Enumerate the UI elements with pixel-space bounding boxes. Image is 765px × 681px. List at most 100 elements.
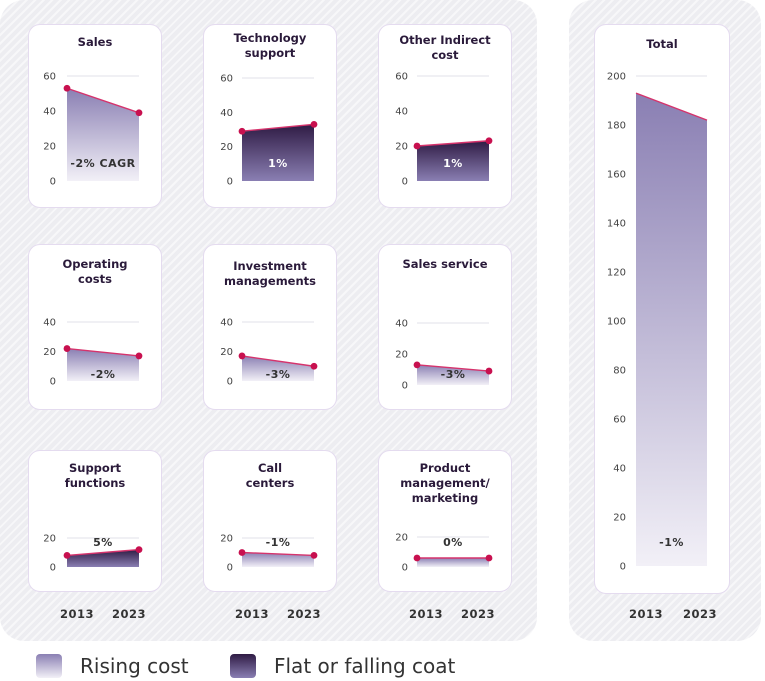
area-fill [67, 549, 139, 567]
chart-plot: 0 20 40 60 1% [395, 72, 493, 188]
point-2013 [238, 549, 246, 556]
y-tick-label: 160 [607, 170, 626, 181]
y-tick-label: 0 [227, 377, 233, 388]
chart-card-7: Call centers 0 20 -1% [203, 450, 337, 592]
chart-card-6: Support functions 0 20 5% [28, 450, 162, 592]
y-tick-label: 20 [43, 347, 56, 358]
legend-label-rising: Rising cost [80, 654, 189, 678]
year-label-2013-total: 2013 [629, 607, 664, 621]
y-tick-label: 40 [43, 318, 56, 329]
point-2023 [485, 554, 493, 562]
point-2013 [413, 142, 421, 150]
legend-rising: Rising cost [36, 652, 189, 680]
chart-card-4: Investment managements 0 20 40 -3% [203, 244, 337, 410]
point-2023 [485, 367, 493, 375]
year-label-2023-col2: 2023 [287, 607, 322, 621]
series-line [241, 355, 315, 367]
point-2013 [63, 84, 71, 92]
chart-card-9: Total 0 20 40 60 80 100 120 140 160 180 200 -1% [594, 24, 730, 594]
chart-plot: 0 20 40 -3% [395, 319, 493, 392]
y-tick-label: 20 [43, 534, 56, 545]
area-fill [67, 88, 139, 181]
point-2013 [413, 554, 421, 562]
cagr-label: -3% [441, 368, 466, 381]
cagr-label: -1% [659, 536, 684, 549]
y-tick-label: 0 [227, 563, 233, 574]
series-line [635, 92, 708, 121]
y-tick-label: 0 [50, 177, 56, 188]
area-fill [242, 124, 314, 181]
chart-card-3: Operating costs 0 20 40 -2% [28, 244, 162, 410]
legend-flat: Flat or falling coat [230, 652, 455, 680]
cagr-label: 1% [268, 157, 288, 170]
y-tick-label: 40 [395, 107, 408, 118]
y-tick-label: 20 [395, 533, 408, 544]
y-tick-label: 40 [220, 108, 233, 119]
chart-card-0: Sales 0 20 40 60 -2% CAGR [28, 24, 162, 208]
y-tick-label: 60 [220, 74, 233, 85]
chart-title: Other Indirect cost [399, 33, 491, 62]
chart-plot: 0 20 40 -2% [43, 318, 143, 388]
chart-plot: 0 20 0% [395, 533, 493, 574]
series-line [241, 551, 315, 557]
chart-title: Support functions [64, 461, 126, 490]
y-tick-label: 20 [613, 513, 626, 524]
y-tick-label: 0 [402, 563, 408, 574]
y-tick-label: 80 [613, 366, 626, 377]
point-2023 [135, 352, 143, 360]
y-tick-label: 100 [607, 317, 626, 328]
point-2013 [238, 127, 246, 135]
y-tick-label: 40 [220, 318, 233, 329]
chart-plot: 0 20 5% [43, 534, 143, 574]
y-tick-label: 180 [607, 121, 626, 132]
cagr-label: -1% [266, 536, 291, 549]
area-fill [242, 552, 314, 567]
area-fill [242, 355, 314, 381]
y-tick-label: 0 [50, 563, 56, 574]
point-2023 [310, 362, 318, 370]
chart-title: Sales [77, 35, 113, 49]
chart-card-1: Technology support 0 20 40 60 1% [203, 24, 337, 208]
cagr-label: 5% [93, 536, 113, 549]
year-label-2023-col1: 2023 [112, 607, 147, 621]
point-2023 [310, 120, 318, 128]
cagr-label: -3% [266, 368, 291, 381]
chart-plot: 0 20 -1% [220, 534, 318, 574]
chart-card-8: Product management/ marketing 0 20 0% [378, 450, 512, 592]
series-line [66, 347, 140, 357]
point-2023 [135, 546, 143, 553]
y-tick-label: 40 [613, 464, 626, 475]
chart-plot: 0 20 40 60 80 100 120 140 160 180 200 -1% [607, 72, 708, 573]
chart-plot: 0 20 40 60 -2% CAGR [43, 72, 143, 188]
y-tick-label: 0 [402, 381, 408, 392]
y-tick-label: 0 [227, 177, 233, 188]
point-2013 [238, 352, 246, 360]
point-2013 [413, 361, 421, 369]
y-tick-label: 20 [220, 142, 233, 153]
year-label-2023-col3: 2023 [461, 607, 496, 621]
year-label-2013-col2: 2013 [235, 607, 270, 621]
y-tick-label: 120 [607, 268, 626, 279]
y-tick-label: 20 [220, 534, 233, 545]
year-label-2013-col1: 2013 [60, 607, 95, 621]
area-fill [417, 558, 489, 567]
y-tick-label: 0 [50, 377, 56, 388]
y-tick-label: 60 [613, 415, 626, 426]
chart-title: Technology support [233, 31, 307, 60]
series-line [416, 140, 490, 147]
chart-title: Call centers [245, 461, 295, 490]
year-label-2013-col3: 2013 [409, 607, 444, 621]
y-tick-label: 40 [395, 319, 408, 330]
y-tick-label: 20 [395, 350, 408, 361]
y-tick-label: 140 [607, 219, 626, 230]
series-line [66, 548, 140, 557]
chart-title: Sales service [402, 257, 488, 271]
y-tick-label: 60 [395, 72, 408, 83]
area-fill [67, 348, 139, 381]
area-fill [636, 93, 707, 567]
cagr-label: -2% CAGR [70, 157, 135, 170]
cagr-label: 0% [443, 536, 463, 549]
point-2013 [63, 345, 71, 352]
y-tick-label: 200 [607, 72, 626, 83]
y-tick-label: 20 [395, 142, 408, 153]
